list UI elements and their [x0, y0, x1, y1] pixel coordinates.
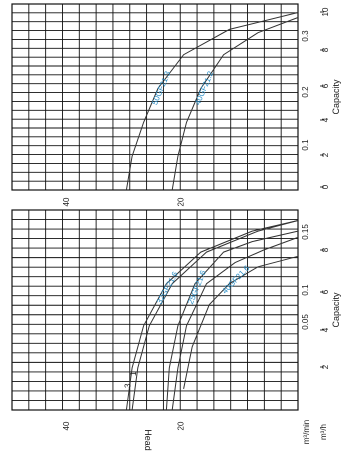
capacity-tick-min-label: 0.1 — [301, 284, 310, 296]
capacity-tick-h-label: 8 — [321, 47, 330, 52]
capacity-tick-min-label: 0.1 — [301, 139, 310, 151]
capacity-tick-h-label: 0 — [321, 184, 330, 189]
series-line-1 — [125, 220, 299, 411]
capacity-tick-h-label: 8 — [321, 247, 330, 252]
capacity-axis-title: Capacity — [331, 79, 341, 115]
capacity-tick-min-label: 0.15 — [301, 224, 310, 240]
capacity-tick-min-label: 0.2 — [301, 86, 310, 98]
capacity-tick-h-label: 6 — [321, 289, 330, 294]
capacity-tick-h-label: 4 — [321, 327, 330, 332]
series-line-5 — [183, 255, 299, 390]
chart-panel-2: 50GF21.3 40GF21.2 20400.10.20.30246810Cap… — [11, 3, 341, 206]
capacity-tick-min-label: 0.05 — [301, 314, 310, 330]
series-label: 32GF21.6 — [155, 270, 180, 306]
grid-2 — [12, 4, 298, 190]
capacity-tick-h-label: 10 — [321, 7, 330, 16]
unit-label-primary: m³/min — [302, 420, 311, 444]
head-tick-label: 40 — [62, 197, 71, 206]
series-line-3 — [165, 230, 299, 411]
series-line-2 — [171, 17, 299, 191]
plot-frame-1 — [11, 209, 299, 411]
series-marker-label: 3 — [123, 383, 132, 388]
series-line-4 — [171, 236, 299, 411]
ticks-2: 20 40 0.1 0.2 0.3 0 2 4 6 8 10 Capacity — [62, 7, 341, 206]
head-tick-label: 20 — [177, 421, 186, 430]
series-line-2 — [131, 220, 299, 411]
curves-2 — [125, 12, 299, 191]
grid-1 — [12, 210, 298, 410]
capacity-tick-h-label: 6 — [321, 83, 330, 88]
capacity-tick-h-label: 2 — [321, 364, 330, 369]
head-axis-title: Head — [143, 429, 153, 451]
curves-1 — [125, 220, 299, 411]
plot-frame-2 — [11, 3, 299, 191]
series-line-1 — [125, 12, 299, 191]
unit-label-secondary: m³/h — [319, 424, 328, 440]
head-tick-label: 20 — [177, 197, 186, 206]
capacity-tick-h-label: 2 — [321, 152, 330, 157]
series-label: 40GF21.6 — [220, 263, 251, 295]
ticks-1: 20 40 0.05 0.1 0.15 2 4 6 8 Capacity Head m³/min m³/… — [62, 224, 341, 451]
series-marker-label: 1 — [129, 371, 138, 376]
capacity-tick-min-label: 0.3 — [301, 30, 310, 42]
head-tick-label: 40 — [62, 421, 71, 430]
capacity-axis-title: Capacity — [331, 292, 341, 328]
capacity-tick-h-label: 4 — [321, 117, 330, 122]
